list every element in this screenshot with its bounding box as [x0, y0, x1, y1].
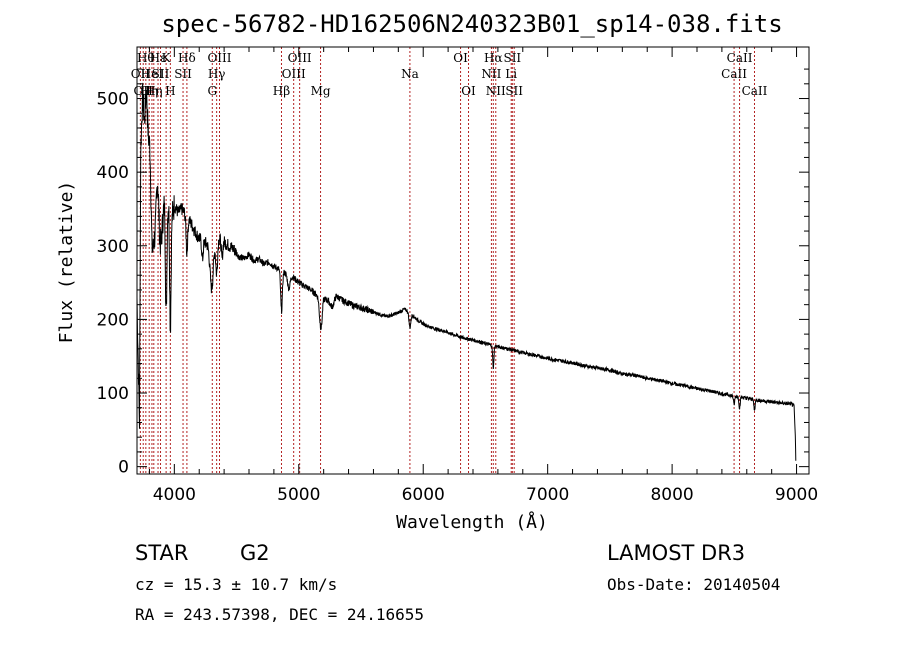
spectral-line-label: H — [165, 84, 175, 98]
y-tick-label: 500 — [97, 90, 129, 110]
spectral-line-label: OII — [134, 84, 154, 98]
survey-name: LAMOST DR3 — [607, 541, 745, 565]
spectral-subclass: G2 — [240, 541, 270, 565]
y-tick-label: 400 — [97, 163, 129, 183]
object-class: STAR — [135, 541, 188, 565]
x-tick-label: 9000 — [775, 485, 818, 505]
y-tick-label: 0 — [118, 458, 129, 478]
y-tick-label: 200 — [97, 310, 129, 330]
spectral-line-label: Hβ — [273, 84, 290, 98]
x-tick-label: 4000 — [153, 485, 196, 505]
redshift-value: cz = 15.3 ± 10.7 km/s — [135, 575, 337, 594]
y-axis-label: Flux (relative) — [56, 181, 77, 344]
spectral-line-label: Hθ — [137, 51, 155, 65]
spectral-line-label: OIII — [282, 67, 306, 81]
spectrum-series-line — [136, 82, 797, 461]
spectral-line-label: OIII — [207, 51, 231, 65]
observation-date: Obs-Date: 20140504 — [607, 575, 780, 594]
spectral-line-label: HeI — [141, 67, 164, 81]
spectral-line-label: Li — [505, 67, 517, 81]
plot-frame — [136, 46, 810, 475]
spectral-line-label: K — [162, 51, 172, 65]
spectral-line-label: SII — [505, 84, 523, 98]
spectral-line-label: CaII — [742, 84, 768, 98]
y-tick-label: 300 — [97, 237, 129, 257]
spectral-line-markers — [139, 47, 755, 474]
spectral-line-label: SII — [503, 51, 521, 65]
spectral-line-label: SII — [152, 67, 170, 81]
x-axis-ticks: 4000 5000 6000 7000 8000 9000 — [148, 47, 818, 505]
spectral-line-label: G — [207, 84, 217, 98]
y-axis-ticks: 0 100 200 300 400 500 — [97, 68, 809, 478]
spectral-line-label: OIII — [288, 51, 312, 65]
spectral-line-label: NII — [481, 67, 501, 81]
y-tick-label: 100 — [97, 384, 129, 404]
x-tick-label: 7000 — [526, 485, 569, 505]
spectral-line-label: Hγ — [208, 67, 226, 81]
spectral-line-label: OI — [453, 51, 468, 65]
spectral-line-label: CaII — [727, 51, 753, 65]
x-axis-label: Wavelength (Å) — [396, 511, 548, 533]
spectral-line-label: Hα — [484, 51, 503, 65]
x-tick-label: 8000 — [650, 485, 693, 505]
sky-coordinates: RA = 243.57398, DEC = 24.16655 — [135, 605, 424, 624]
x-tick-label: 6000 — [402, 485, 445, 505]
spectral-line-label: Hε — [150, 51, 167, 65]
spectral-line-label: Mg — [311, 84, 331, 98]
spectral-line-label: NII — [486, 84, 506, 98]
x-tick-label: 5000 — [277, 485, 320, 505]
spectral-line-label: Na — [401, 67, 419, 81]
spectral-line-label: SII — [174, 67, 192, 81]
spectral-line-label: Hδ — [178, 51, 196, 65]
spectral-line-label: Hη — [145, 84, 163, 98]
spectral-line-label: OI — [461, 84, 476, 98]
spectral-line-label: OII — [131, 67, 151, 81]
spectral-line-labels: OIIOIIHθHηHeIHηHεSIIKHSIIHδGHγOIIIHβOIII… — [131, 51, 768, 98]
spectral-line-label: CaII — [721, 67, 747, 81]
chart-title: spec-56782-HD162506N240323B01_sp14-038.f… — [161, 10, 782, 38]
